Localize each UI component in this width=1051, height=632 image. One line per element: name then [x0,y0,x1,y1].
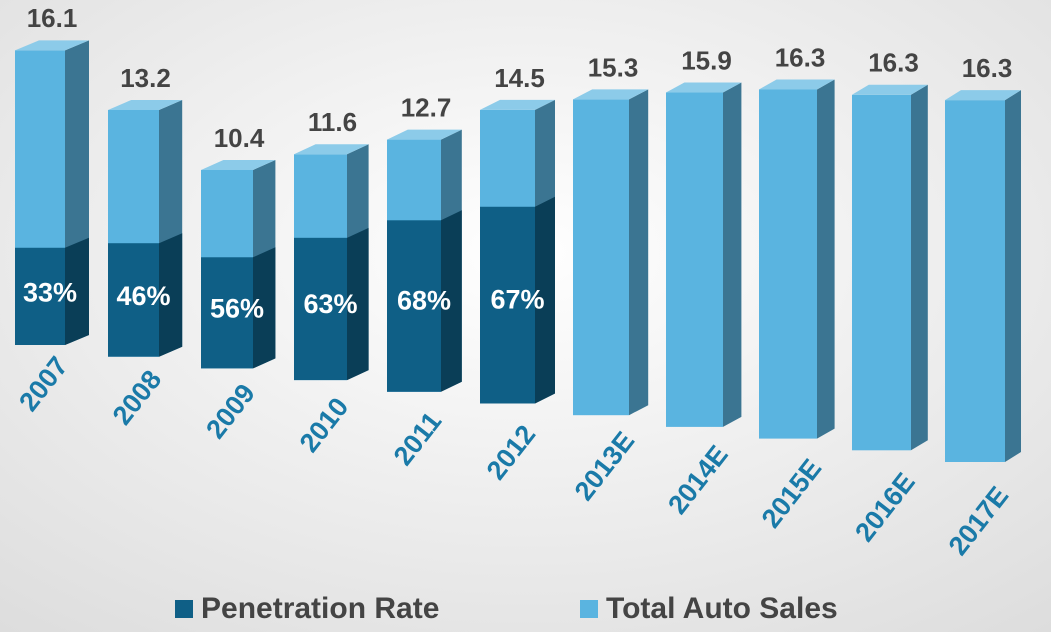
penetration-bar [15,247,65,345]
total-bar-top [294,144,369,155]
penetration-bar-side [159,233,183,357]
total-bar [573,99,629,416]
total-bar-top [480,99,555,110]
legend-label: Penetration Rate [201,592,439,625]
value-label: 15.9 [681,45,732,75]
legend-swatch [175,600,193,618]
penetration-bar [201,257,253,369]
total-bar-side [911,84,928,451]
legend-swatch [580,600,598,618]
penetration-bar-side [65,237,89,345]
penetration-label: 46% [116,281,170,311]
penetration-label: 63% [303,289,357,319]
total-bar-side [817,79,835,439]
value-label: 15.3 [588,52,639,82]
total-bar-top [387,129,462,140]
value-label: 16.3 [868,48,919,78]
penetration-label: 56% [210,294,264,324]
total-bar-top [945,90,1021,101]
penetration-label: 67% [490,284,544,314]
total-bar [945,100,1005,462]
penetration-bar [108,243,159,357]
total-bar-side [629,89,649,416]
value-label: 16.1 [27,3,78,33]
value-label: 16.3 [962,53,1013,83]
total-bar [852,94,911,451]
value-label: 16.3 [775,42,826,72]
value-label: 12.7 [401,92,452,122]
value-label: 10.4 [214,123,265,153]
total-bar-side [723,82,742,427]
total-bar-top [666,82,742,93]
value-label: 14.5 [494,63,545,93]
penetration-bar [387,220,441,392]
total-bar-side [1005,90,1021,462]
penetration-bar-side [347,227,369,381]
penetration-bar-side [535,196,555,404]
total-bar-top [573,89,649,100]
penetration-label: 33% [23,278,77,308]
legend-label: Total Auto Sales [606,592,838,625]
penetration-bar-side [441,210,462,392]
total-bar-top [108,99,183,110]
total-bar [666,92,723,427]
value-label: 11.6 [308,107,357,137]
penetration-label: 68% [397,286,451,316]
total-bar-top [15,40,89,51]
total-bar-top [852,84,928,95]
total-bar-top [759,79,835,90]
total-bar-top [201,159,276,170]
penetration-bar-side [253,247,276,369]
value-label: 13.2 [120,63,171,93]
penetration-bar [480,206,535,404]
penetration-bar [294,237,347,381]
total-bar [759,89,817,439]
